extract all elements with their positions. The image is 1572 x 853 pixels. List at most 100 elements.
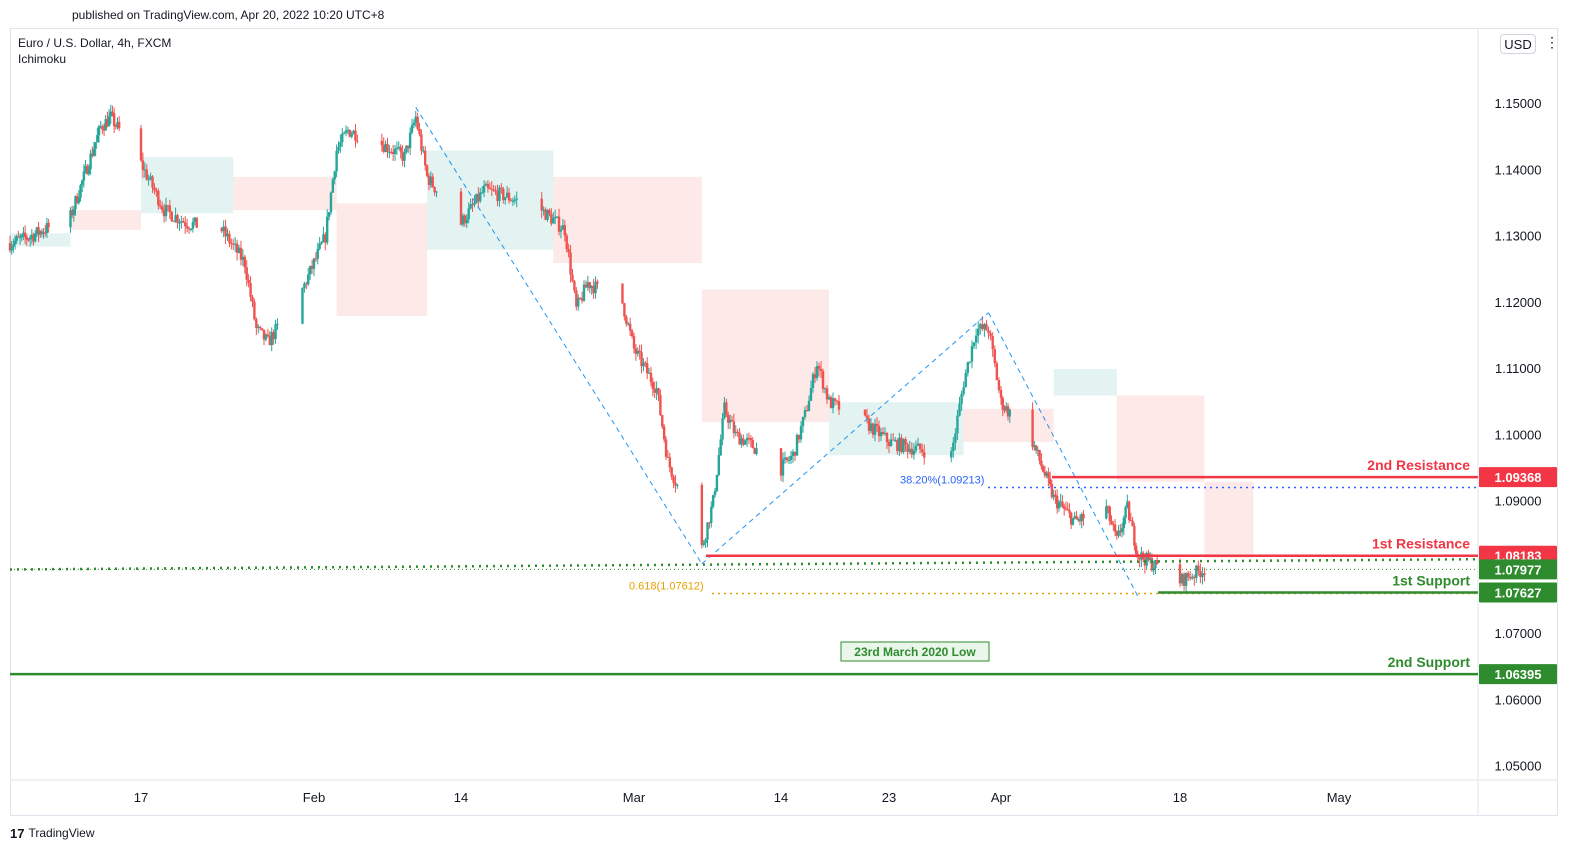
- candle-body: [337, 146, 340, 151]
- candle-body: [981, 324, 984, 330]
- candle-body: [912, 450, 916, 455]
- candle-body: [887, 442, 891, 447]
- candle-body: [1134, 545, 1138, 555]
- candle-body: [235, 243, 239, 253]
- currency-button[interactable]: USD: [1500, 34, 1536, 54]
- time-tick-label: 14: [454, 790, 468, 805]
- symbol-legend[interactable]: Euro / U.S. Dollar, 4h, FXCM: [18, 36, 172, 50]
- candle-body: [791, 451, 795, 457]
- time-tick-label: 14: [774, 790, 788, 805]
- cloud-segment: [701, 289, 829, 423]
- candle-body: [112, 113, 116, 127]
- header: published on TradingView.com, Apr 20, 20…: [0, 0, 1572, 28]
- candle-body: [168, 205, 172, 212]
- cloud-segment: [336, 203, 428, 317]
- candle-body: [189, 228, 193, 230]
- candle-body: [356, 140, 359, 142]
- candle-body: [102, 129, 106, 131]
- candle-body: [779, 448, 783, 476]
- candle-body: [781, 459, 785, 476]
- candle-body: [141, 160, 145, 171]
- cloud-segment: [141, 157, 234, 214]
- candle-body: [706, 522, 709, 540]
- price-tick-label: 1.07000: [1495, 626, 1542, 641]
- candle-body: [655, 388, 658, 393]
- candle-body: [1106, 506, 1110, 508]
- candles: [8, 104, 1206, 593]
- candle-body: [672, 476, 675, 483]
- candle-body: [69, 210, 72, 228]
- candle-body: [233, 243, 237, 245]
- tradingview-logo-icon[interactable]: 17: [10, 825, 25, 841]
- candle-body: [405, 145, 408, 153]
- candle-body: [900, 437, 903, 453]
- candle-body: [636, 350, 639, 354]
- candle-body: [1080, 513, 1083, 522]
- chart-frame[interactable]: [10, 28, 1558, 816]
- time-axis[interactable]: 17 Feb 14 Mar 14 23 Apr 18 May: [134, 790, 1352, 805]
- candle-body: [79, 184, 82, 198]
- indicator-legend[interactable]: Ichimoku: [18, 52, 67, 66]
- cloud-segment: [233, 176, 337, 211]
- candle-body: [1078, 519, 1082, 522]
- candle-body: [45, 222, 49, 233]
- candle-body: [1048, 478, 1052, 485]
- candle-body: [1043, 471, 1047, 476]
- price-tick-label: 1.11000: [1495, 361, 1541, 376]
- candle-body: [222, 226, 225, 232]
- candle-body: [721, 418, 724, 440]
- candle-body: [590, 286, 593, 289]
- candle-body: [32, 234, 35, 242]
- candle-body: [109, 111, 112, 117]
- candle-body: [18, 237, 22, 239]
- candle-body: [557, 216, 561, 232]
- candle-body: [889, 439, 893, 447]
- candle-body: [966, 362, 970, 374]
- candle-body: [749, 438, 753, 440]
- candle-body: [160, 206, 164, 211]
- price-label-box: [1479, 664, 1557, 685]
- candle-body: [314, 258, 318, 260]
- candle-body: [74, 196, 77, 210]
- cloud-segment: [553, 176, 702, 264]
- candle-body: [232, 243, 235, 245]
- candle-body: [883, 433, 887, 435]
- candle-body: [894, 440, 897, 442]
- candle-body: [333, 171, 336, 180]
- candle-body: [318, 243, 321, 249]
- candle-body: [1003, 409, 1006, 411]
- candle-body: [575, 290, 578, 307]
- candle-body: [659, 394, 662, 416]
- time-tick-label: 18: [1173, 790, 1187, 805]
- candle-body: [500, 187, 503, 189]
- candle-body: [1061, 501, 1064, 507]
- candle-body: [185, 226, 189, 229]
- candle-body: [162, 210, 166, 217]
- candle-body: [831, 398, 835, 409]
- candle-body: [546, 210, 549, 220]
- candle-body: [1191, 576, 1194, 579]
- candle-body: [153, 187, 156, 191]
- candle-body: [728, 419, 732, 423]
- candle-body: [151, 176, 154, 188]
- candle-body: [1045, 472, 1048, 476]
- candle-body: [1008, 409, 1011, 417]
- candle-body: [891, 439, 895, 441]
- candle-body: [1127, 501, 1131, 521]
- candle-body: [803, 410, 807, 417]
- candle-body: [835, 400, 839, 402]
- candle-body: [184, 222, 187, 227]
- candle-body: [22, 232, 25, 235]
- candle-body: [490, 188, 493, 190]
- candle-body: [257, 326, 260, 328]
- candle-body: [488, 187, 492, 189]
- brand-name[interactable]: TradingView: [28, 826, 95, 840]
- candle-body: [509, 200, 513, 202]
- candle-body: [801, 416, 805, 427]
- candle-body: [813, 374, 817, 379]
- candle-body: [276, 323, 279, 325]
- candle-body: [1040, 460, 1043, 467]
- more-vertical-icon[interactable]: ⋮: [1545, 34, 1559, 50]
- candle-body: [143, 169, 147, 171]
